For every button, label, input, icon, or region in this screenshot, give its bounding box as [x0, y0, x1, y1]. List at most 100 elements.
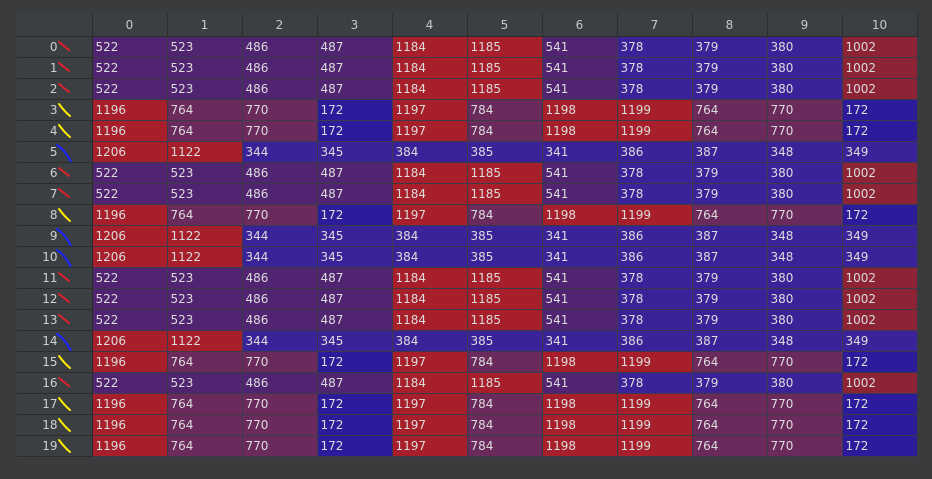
- table-cell[interactable]: 523: [167, 372, 243, 394]
- table-cell[interactable]: 172: [842, 393, 918, 415]
- table-cell[interactable]: 770: [242, 393, 318, 415]
- table-cell[interactable]: 385: [467, 141, 543, 163]
- table-cell[interactable]: 487: [317, 288, 393, 310]
- table-cell[interactable]: 1002: [842, 36, 918, 58]
- table-cell[interactable]: 770: [242, 414, 318, 436]
- table-cell[interactable]: 764: [167, 351, 243, 373]
- table-cell[interactable]: 387: [692, 330, 768, 352]
- row-header[interactable]: 16: [17, 372, 93, 394]
- table-cell[interactable]: 379: [692, 183, 768, 205]
- table-cell[interactable]: 1002: [842, 78, 918, 100]
- table-row[interactable]: 3 1196 764 770 172 1197 784 1198 1199 764 770 172: [17, 99, 918, 121]
- row-header[interactable]: 11: [17, 267, 93, 289]
- table-cell[interactable]: 344: [242, 225, 318, 247]
- table-cell[interactable]: 541: [542, 309, 618, 331]
- column-header-9[interactable]: 9: [767, 14, 843, 37]
- table-cell[interactable]: 172: [317, 99, 393, 121]
- table-cell[interactable]: 541: [542, 162, 618, 184]
- column-header-7[interactable]: 7: [617, 14, 693, 37]
- table-cell[interactable]: 348: [767, 246, 843, 268]
- table-row[interactable]: 9 1206 1122 344 345 384 385 341 386 387 348 349: [17, 225, 918, 247]
- table-cell[interactable]: 1184: [392, 183, 468, 205]
- table-row[interactable]: 14 1206 1122 344 345 384 385 341 386 387 348 349: [17, 330, 918, 352]
- table-cell[interactable]: 1199: [617, 99, 693, 121]
- table-cell[interactable]: 341: [542, 141, 618, 163]
- table-cell[interactable]: 172: [317, 120, 393, 142]
- table-cell[interactable]: 764: [167, 393, 243, 415]
- table-cell[interactable]: 1196: [92, 99, 168, 121]
- table-cell[interactable]: 523: [167, 267, 243, 289]
- table-cell[interactable]: 1002: [842, 309, 918, 331]
- table-cell[interactable]: 770: [767, 351, 843, 373]
- table-cell[interactable]: 784: [467, 120, 543, 142]
- table-cell[interactable]: 486: [242, 57, 318, 79]
- table-cell[interactable]: 378: [617, 57, 693, 79]
- table-cell[interactable]: 378: [617, 309, 693, 331]
- table-cell[interactable]: 172: [842, 99, 918, 121]
- table-cell[interactable]: 380: [767, 57, 843, 79]
- table-cell[interactable]: 1198: [542, 351, 618, 373]
- table-cell[interactable]: 172: [842, 435, 918, 457]
- table-cell[interactable]: 1199: [617, 393, 693, 415]
- table-cell[interactable]: 486: [242, 288, 318, 310]
- table-cell[interactable]: 541: [542, 288, 618, 310]
- table-cell[interactable]: 487: [317, 183, 393, 205]
- table-cell[interactable]: 345: [317, 246, 393, 268]
- table-row[interactable]: 17 1196 764 770 172 1197 784 1198 1199 764 770 172: [17, 393, 918, 415]
- table-row[interactable]: 2 522 523 486 487 1184 1185 541 378 379 380 1002: [17, 78, 918, 100]
- table-cell[interactable]: 378: [617, 288, 693, 310]
- table-cell[interactable]: 1197: [392, 414, 468, 436]
- table-cell[interactable]: 1002: [842, 162, 918, 184]
- table-cell[interactable]: 1206: [92, 246, 168, 268]
- table-cell[interactable]: 770: [767, 435, 843, 457]
- table-cell[interactable]: 1185: [467, 267, 543, 289]
- table-row[interactable]: 0 522 523 486 487 1184 1185 541 378 379 380 1002: [17, 36, 918, 58]
- table-cell[interactable]: 345: [317, 330, 393, 352]
- table-cell[interactable]: 523: [167, 288, 243, 310]
- table-cell[interactable]: 486: [242, 36, 318, 58]
- table-cell[interactable]: 1198: [542, 204, 618, 226]
- table-cell[interactable]: 522: [92, 372, 168, 394]
- table-cell[interactable]: 380: [767, 309, 843, 331]
- table-row[interactable]: 1 522 523 486 487 1184 1185 541 378 379 380 1002: [17, 57, 918, 79]
- table-cell[interactable]: 1199: [617, 414, 693, 436]
- column-header-5[interactable]: 5: [467, 14, 543, 37]
- table-cell[interactable]: 1184: [392, 162, 468, 184]
- table-cell[interactable]: 1206: [92, 330, 168, 352]
- table-cell[interactable]: 349: [842, 330, 918, 352]
- table-cell[interactable]: 172: [842, 120, 918, 142]
- table-cell[interactable]: 770: [242, 351, 318, 373]
- table-cell[interactable]: 487: [317, 309, 393, 331]
- table-cell[interactable]: 1185: [467, 78, 543, 100]
- table-row[interactable]: 6 522 523 486 487 1184 1185 541 378 379 380 1002: [17, 162, 918, 184]
- table-cell[interactable]: 1002: [842, 288, 918, 310]
- table-cell[interactable]: 522: [92, 288, 168, 310]
- table-cell[interactable]: 770: [242, 120, 318, 142]
- table-cell[interactable]: 1199: [617, 351, 693, 373]
- table-cell[interactable]: 378: [617, 372, 693, 394]
- table-cell[interactable]: 380: [767, 162, 843, 184]
- table-cell[interactable]: 770: [767, 414, 843, 436]
- column-header-3[interactable]: 3: [317, 14, 393, 37]
- table-cell[interactable]: 380: [767, 183, 843, 205]
- row-header[interactable]: 18: [17, 414, 93, 436]
- table-cell[interactable]: 345: [317, 141, 393, 163]
- table-cell[interactable]: 1122: [167, 141, 243, 163]
- table-cell[interactable]: 1002: [842, 372, 918, 394]
- table-cell[interactable]: 764: [167, 435, 243, 457]
- table-row[interactable]: 10 1206 1122 344 345 384 385 341 386 387 348 349: [17, 246, 918, 268]
- table-cell[interactable]: 1196: [92, 435, 168, 457]
- column-header-10[interactable]: 10: [842, 14, 918, 37]
- column-header-1[interactable]: 1: [167, 14, 243, 37]
- row-header[interactable]: 6: [17, 162, 93, 184]
- table-cell[interactable]: 1199: [617, 120, 693, 142]
- table-cell[interactable]: 770: [242, 99, 318, 121]
- table-cell[interactable]: 541: [542, 57, 618, 79]
- table-cell[interactable]: 784: [467, 351, 543, 373]
- table-cell[interactable]: 770: [242, 435, 318, 457]
- row-header[interactable]: 13: [17, 309, 93, 331]
- table-cell[interactable]: 487: [317, 36, 393, 58]
- table-cell[interactable]: 172: [317, 351, 393, 373]
- column-header-4[interactable]: 4: [392, 14, 468, 37]
- table-cell[interactable]: 1185: [467, 57, 543, 79]
